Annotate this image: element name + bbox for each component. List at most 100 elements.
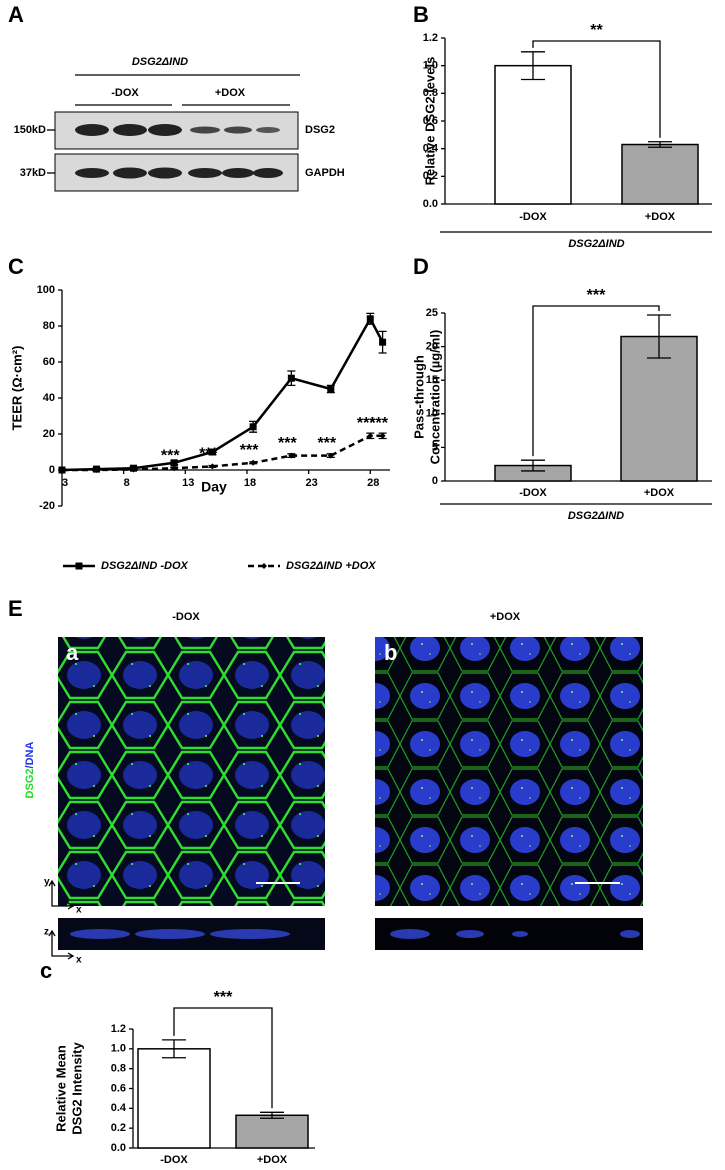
significance-bracket: [532, 40, 661, 138]
x-tick-label: +DOX: [257, 1154, 288, 1166]
point: [250, 459, 257, 466]
blot-row-label: GAPDH: [305, 167, 345, 179]
point-label: ***: [278, 435, 297, 452]
point-label: ***: [199, 446, 218, 463]
point: [249, 423, 257, 431]
panel-label: C: [8, 254, 24, 279]
y-tick-label: -20: [39, 500, 55, 512]
x-tick-label: 3: [62, 477, 68, 489]
y-tick-label: 0.8: [111, 1063, 126, 1075]
bar: [494, 64, 572, 205]
axis-letter: z: [44, 927, 49, 938]
significance: **: [590, 22, 603, 39]
significance: ***: [587, 287, 606, 304]
x-tick-label: -DOX: [160, 1154, 188, 1166]
image-label: a: [66, 640, 79, 665]
y-axis-label: Relative Mean: [53, 1045, 68, 1132]
stain-part: /DNA: [24, 742, 36, 769]
group-label: DSG2ΔIND: [568, 510, 624, 522]
panel-label: B: [413, 2, 429, 27]
point-label: ***: [317, 435, 336, 452]
y-tick-label: 60: [43, 356, 55, 368]
micrograph: [58, 637, 325, 906]
y-tick-label: 25: [426, 307, 438, 319]
condition-label: +DOX: [490, 611, 521, 623]
legend-marker: [75, 562, 83, 570]
error-bar: [260, 1111, 284, 1119]
y-tick-label: 0.2: [111, 1122, 126, 1134]
axis-letter: x: [76, 905, 82, 916]
point: [288, 452, 295, 459]
micrograph: [375, 637, 643, 906]
y-tick-label: 40: [43, 392, 55, 404]
y-tick-label: 0: [432, 475, 438, 487]
bands: [75, 124, 283, 179]
point: [171, 465, 178, 472]
point: [208, 448, 216, 456]
y-tick-label: 10: [426, 408, 438, 420]
error-bar: [647, 314, 671, 359]
error-bar: [521, 51, 545, 81]
y-axis-label: Concentration (µg/ml): [427, 330, 442, 465]
axis-icon: [48, 879, 75, 910]
point: [130, 466, 137, 473]
y-tick-label: 1.2: [111, 1023, 126, 1035]
blot-header: DSG2ΔIND: [132, 56, 188, 68]
axis-icon: [48, 929, 75, 960]
x-tick-label: 8: [124, 477, 130, 489]
x-tick-label: 18: [244, 477, 256, 489]
error-bar: [648, 141, 672, 148]
y-tick-label: 15: [426, 374, 438, 386]
point: [379, 432, 386, 439]
blot-marker: 150kD: [14, 124, 46, 136]
point: [170, 459, 178, 467]
panel-label: c: [40, 958, 52, 983]
y-tick-label: 0.4: [111, 1102, 127, 1114]
x-tick-label: +DOX: [645, 211, 676, 223]
point-label: ***: [357, 415, 376, 432]
y-tick-label: 0.2: [423, 170, 438, 182]
x-tick-label: 23: [305, 477, 317, 489]
point: [327, 452, 334, 459]
error-bar: [162, 1039, 186, 1059]
panel-label: E: [8, 596, 23, 621]
y-tick-label: 20: [426, 341, 438, 353]
significance-bracket: [532, 305, 660, 457]
y-tick-label: 20: [43, 428, 55, 440]
significance-bracket: [173, 1007, 273, 1109]
y-tick-label: 100: [37, 284, 55, 296]
point: [209, 463, 216, 470]
stain-part: DSG2: [24, 768, 36, 798]
point: [93, 467, 100, 473]
condition-label: -DOX: [172, 611, 200, 623]
x-tick-label: 28: [367, 477, 379, 489]
x-tick-label: -DOX: [519, 211, 547, 223]
point: [287, 374, 295, 382]
y-axis-label: TEER (Ω·cm²): [9, 346, 24, 431]
x-tick-label: +DOX: [644, 487, 675, 499]
y-tick-label: 0.0: [111, 1142, 126, 1154]
y-tick-label: 0.4: [423, 143, 439, 155]
y-tick-label: 0.6: [111, 1082, 126, 1094]
blot-condition: +DOX: [215, 87, 246, 99]
axis-letter: x: [76, 955, 82, 966]
point-label: ***: [240, 442, 259, 459]
legend-label: DSG2ΔIND -DOX: [101, 560, 189, 572]
x-axis-label: Day: [201, 479, 227, 495]
point: [59, 467, 65, 473]
point-label: ***: [161, 447, 180, 464]
axis-letter: y: [44, 877, 50, 888]
blot-marker: 37kD: [20, 167, 46, 179]
x-tick-label: 13: [182, 477, 194, 489]
point: [367, 432, 374, 439]
y-tick-label: 0.8: [423, 87, 438, 99]
blot-condition: -DOX: [111, 87, 139, 99]
bar: [620, 335, 698, 482]
y-tick-label: 80: [43, 320, 55, 332]
y-tick-label: 0: [49, 464, 55, 476]
xz-signal: [70, 929, 640, 939]
y-tick-label: 0.0: [423, 198, 438, 210]
panel-label: A: [8, 2, 24, 27]
point-label: ***: [369, 415, 388, 432]
